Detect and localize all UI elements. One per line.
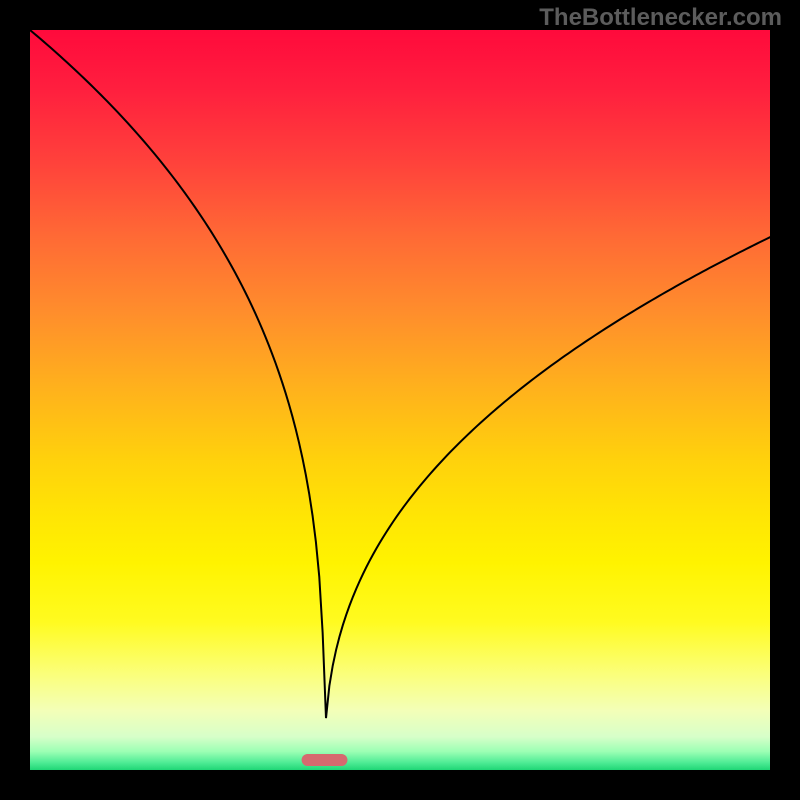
chart-stage: TheBottlenecker.com [0, 0, 800, 800]
optimal-marker [302, 754, 348, 766]
watermark-text: TheBottlenecker.com [539, 4, 782, 32]
bottleneck-curve-chart [0, 0, 800, 800]
plot-area [30, 30, 770, 770]
